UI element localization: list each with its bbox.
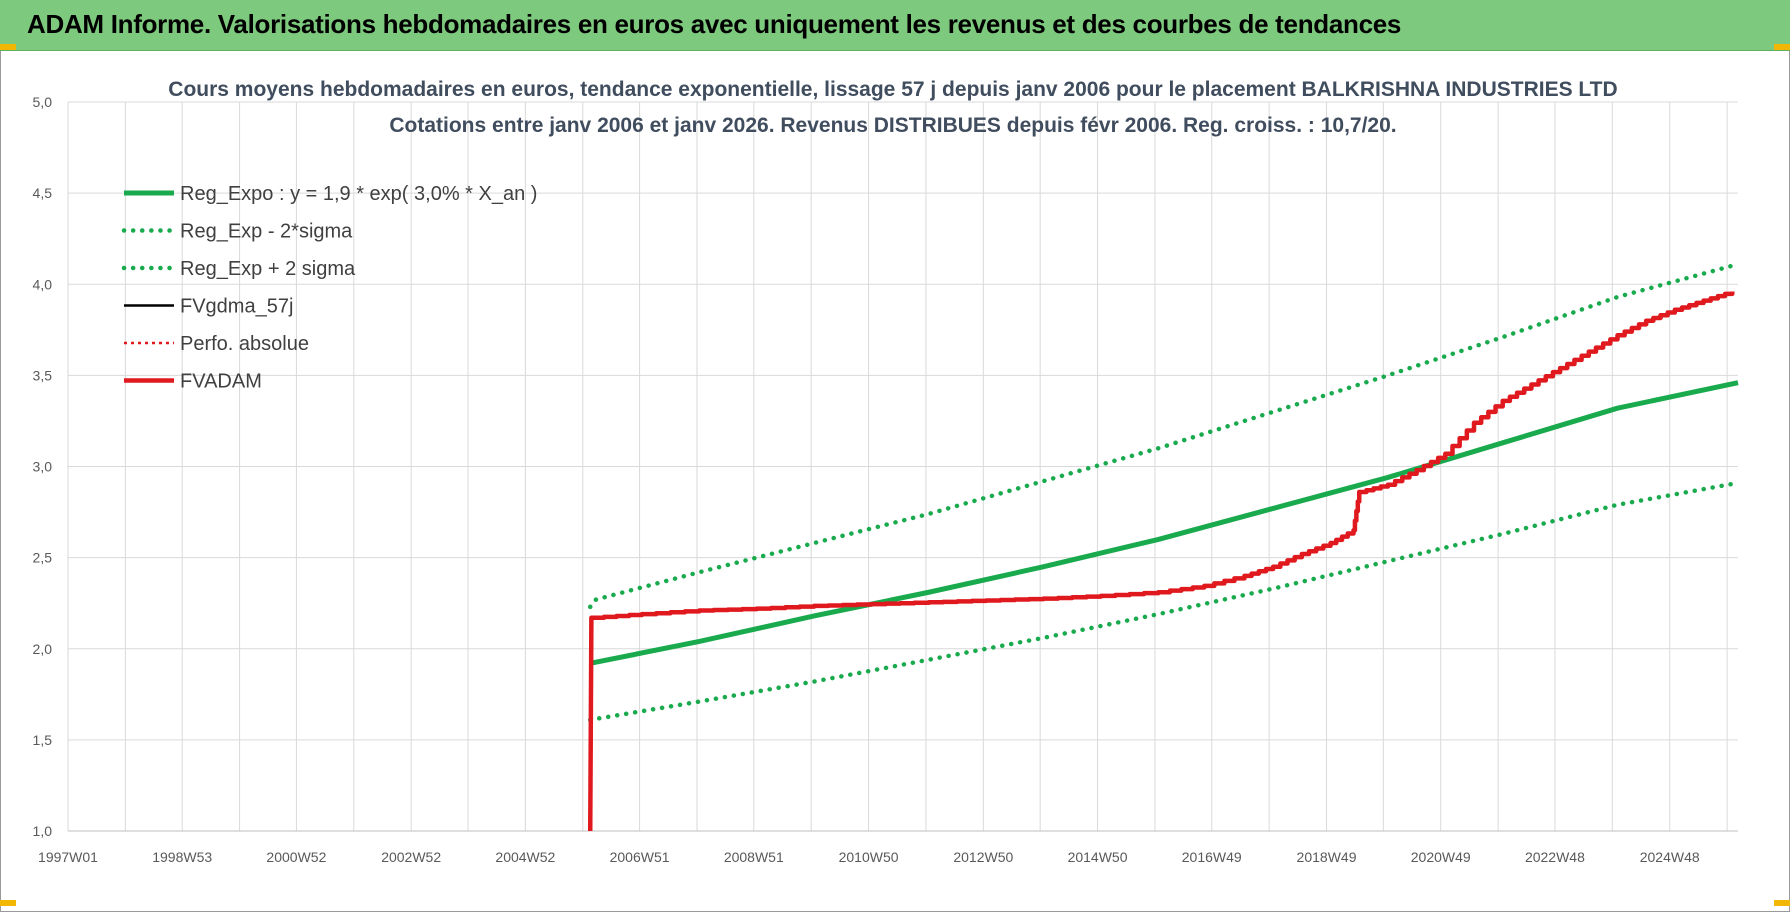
series-line-1 bbox=[587, 480, 1741, 723]
x-tick-label-9: 2014W50 bbox=[1068, 849, 1128, 865]
series-line-5 bbox=[587, 291, 1735, 832]
legend-label-3: FVgdma_57j bbox=[180, 296, 293, 318]
y-tick-label-1: 1,5 bbox=[33, 732, 53, 748]
x-tick-label-7: 2010W50 bbox=[839, 849, 899, 865]
corner-marker-bottom-left bbox=[0, 900, 16, 906]
x-tick-label-0: 1997W01 bbox=[38, 849, 98, 865]
x-tick-label-8: 2012W50 bbox=[953, 849, 1013, 865]
corner-marker-top-left bbox=[0, 44, 16, 50]
y-tick-label-7: 4,5 bbox=[33, 185, 53, 201]
legend-label-2: Reg_Exp + 2 sigma bbox=[180, 258, 356, 280]
y-tick-label-8: 5,0 bbox=[33, 94, 53, 110]
legend-label-5: FVADAM bbox=[180, 371, 262, 393]
chart-title: Cours moyens hebdomadaires en euros, ten… bbox=[168, 78, 1617, 101]
y-tick-label-2: 2,0 bbox=[33, 641, 53, 657]
legend-label-0: Reg_Expo : y = 1,9 * exp( 3,0% * X_an ) bbox=[180, 183, 537, 205]
x-tick-label-3: 2002W52 bbox=[381, 849, 441, 865]
y-tick-label-6: 4,0 bbox=[33, 276, 53, 292]
y-tick-label-5: 3,5 bbox=[33, 367, 53, 383]
y-tick-label-3: 2,5 bbox=[33, 550, 53, 566]
chart-subtitle: Cotations entre janv 2006 et janv 2026. … bbox=[389, 114, 1396, 137]
x-tick-label-4: 2004W52 bbox=[495, 849, 555, 865]
legend-label-4: Perfo. absolue bbox=[180, 333, 309, 355]
corner-marker-top-right bbox=[1774, 44, 1790, 50]
corner-marker-bottom-right bbox=[1774, 900, 1790, 906]
banner-title: ADAM Informe. Valorisations hebdomadaire… bbox=[27, 9, 1402, 39]
x-tick-label-13: 2022W48 bbox=[1525, 849, 1585, 865]
legend-label-1: Reg_Exp - 2*sigma bbox=[180, 221, 353, 243]
axes: 1,0 1,5 2,0 2,5 3,0 3,5 4,0 4,5 5,0 1997W01 1998W5… bbox=[33, 94, 1738, 865]
y-tick-label-4: 3,0 bbox=[33, 459, 53, 475]
series-line-0 bbox=[589, 380, 1739, 666]
grid-lines bbox=[67, 101, 1738, 832]
x-tick-label-11: 2018W49 bbox=[1297, 849, 1357, 865]
y-tick-label-0: 1,0 bbox=[33, 823, 53, 839]
series-line-2 bbox=[587, 261, 1741, 610]
x-tick-label-2: 2000W52 bbox=[266, 849, 326, 865]
x-tick-label-12: 2020W49 bbox=[1411, 849, 1471, 865]
header-banner: ADAM Informe. Valorisations hebdomadaire… bbox=[0, 0, 1790, 51]
x-tick-label-14: 2024W48 bbox=[1640, 849, 1700, 865]
x-tick-label-10: 2016W49 bbox=[1182, 849, 1242, 865]
x-tick-label-6: 2008W51 bbox=[724, 849, 784, 865]
legend: Reg_Expo : y = 1,9 * exp( 3,0% * X_an ) R… bbox=[121, 183, 537, 393]
chart-titles: Cours moyens hebdomadaires en euros, ten… bbox=[168, 78, 1617, 137]
series-lines bbox=[587, 261, 1741, 832]
x-tick-label-1: 1998W53 bbox=[152, 849, 212, 865]
x-tick-label-5: 2006W51 bbox=[610, 849, 670, 865]
